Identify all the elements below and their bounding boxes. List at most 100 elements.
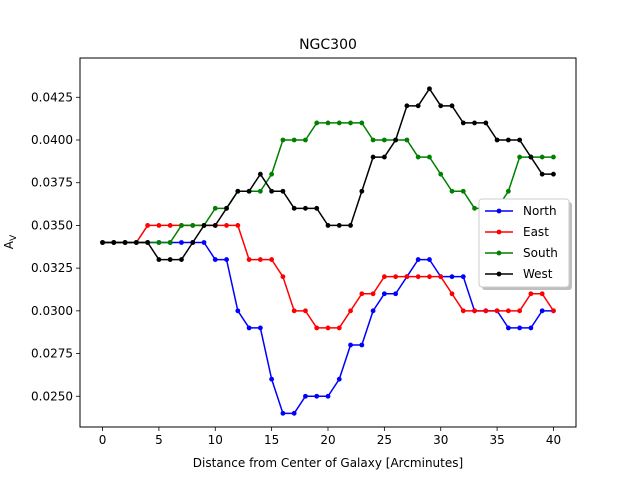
legend: North East South West — [478, 198, 572, 290]
data-point — [494, 308, 500, 314]
data-point — [269, 376, 275, 382]
data-point — [291, 410, 297, 416]
data-point — [404, 137, 410, 143]
data-point — [415, 274, 421, 280]
data-point — [291, 137, 297, 143]
data-point — [393, 291, 399, 297]
data-point — [291, 205, 297, 211]
data-point — [325, 325, 331, 331]
data-point — [348, 223, 353, 228]
data-point — [280, 188, 286, 194]
data-point — [460, 188, 466, 194]
x-tick-label: 30 — [433, 433, 448, 447]
data-point — [483, 120, 489, 126]
data-point — [156, 240, 162, 245]
y-tick-label: 0.0350 — [31, 218, 73, 232]
data-point — [381, 291, 387, 297]
data-point — [201, 240, 207, 245]
data-point — [336, 223, 342, 228]
data-point — [348, 308, 353, 314]
data-point — [505, 137, 511, 143]
data-point — [145, 240, 151, 245]
data-point — [528, 154, 534, 160]
x-tick-label: 40 — [546, 433, 561, 447]
data-point — [517, 325, 523, 331]
legend-swatch-marker — [496, 229, 502, 235]
x-tick-label: 5 — [155, 433, 163, 447]
data-point — [303, 308, 308, 314]
data-point — [212, 257, 218, 262]
data-point — [167, 257, 173, 262]
data-point — [381, 137, 387, 143]
data-point — [235, 308, 241, 314]
data-point — [156, 257, 162, 262]
data-point — [404, 103, 410, 109]
data-point — [460, 274, 466, 280]
data-point — [505, 188, 511, 194]
data-point — [551, 154, 556, 160]
data-point — [145, 223, 151, 228]
chart-title: NGC300 — [299, 37, 357, 53]
data-point — [348, 120, 353, 126]
data-point — [415, 257, 421, 262]
data-point — [179, 240, 184, 245]
legend-entry-west: West — [485, 267, 553, 281]
legend-swatch-marker — [496, 271, 502, 277]
x-tick-label: 20 — [320, 433, 335, 447]
y-axis-label: AV — [2, 234, 19, 249]
legend-swatch-marker — [496, 250, 502, 256]
data-point — [303, 393, 308, 399]
data-point — [551, 308, 556, 314]
series-west — [100, 86, 556, 262]
data-point — [404, 274, 410, 280]
data-point — [190, 223, 196, 228]
legend-label: South — [523, 246, 558, 260]
data-point — [449, 274, 455, 280]
data-point — [336, 376, 342, 382]
data-point — [336, 120, 342, 126]
data-point — [494, 137, 500, 143]
y-axis-label-main: A — [2, 240, 16, 249]
data-point — [257, 188, 263, 194]
data-point — [370, 308, 376, 314]
data-point — [415, 154, 421, 160]
data-point — [100, 240, 105, 245]
y-tick-label: 0.0275 — [31, 347, 73, 361]
data-point — [472, 120, 477, 126]
data-point — [269, 171, 275, 177]
data-point — [539, 291, 545, 297]
data-point — [393, 274, 399, 280]
x-tick-label: 10 — [208, 433, 223, 447]
data-point — [472, 205, 477, 211]
data-point — [190, 240, 196, 245]
data-point — [427, 154, 432, 160]
data-point — [505, 308, 511, 314]
data-point — [370, 291, 376, 297]
y-tick-label: 0.0250 — [31, 389, 73, 403]
data-point — [179, 257, 184, 262]
data-point — [167, 223, 173, 228]
data-point — [449, 188, 455, 194]
data-point — [336, 325, 342, 331]
data-point — [269, 257, 275, 262]
y-tick-label: 0.0400 — [31, 133, 73, 147]
data-point — [224, 257, 229, 262]
data-point — [370, 137, 376, 143]
y-tick-label: 0.0300 — [31, 304, 73, 318]
data-point — [179, 223, 184, 228]
data-point — [224, 223, 229, 228]
data-point — [156, 223, 162, 228]
data-point — [122, 240, 128, 245]
data-point — [370, 154, 376, 160]
x-axis: 0 5 10 15 20 25 30 35 40 — [99, 427, 561, 447]
data-point — [539, 308, 545, 314]
data-point — [460, 120, 466, 126]
data-point — [528, 325, 534, 331]
data-point — [325, 393, 331, 399]
x-tick-label: 35 — [489, 433, 504, 447]
data-point — [483, 308, 489, 314]
data-point — [517, 154, 523, 160]
data-point — [291, 308, 297, 314]
data-point — [280, 410, 286, 416]
data-point — [269, 188, 275, 194]
